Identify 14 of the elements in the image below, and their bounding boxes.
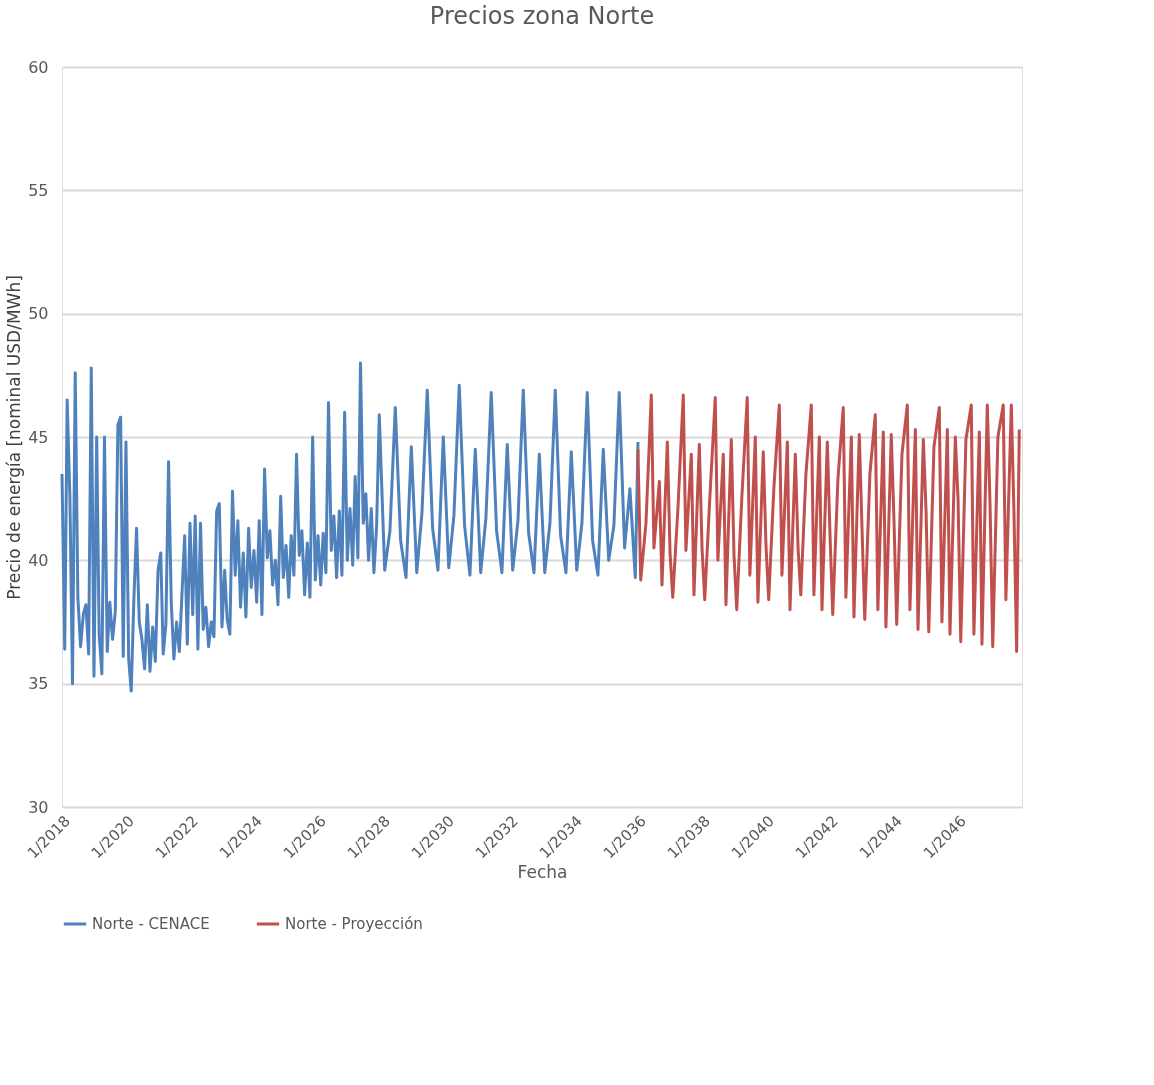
y-axis-title: Precio de energía [nominal USD/MWh] (4, 275, 25, 600)
y-tick-label: 55 (28, 180, 49, 200)
y-tick-label: 40 (28, 550, 49, 570)
y-tick-label: 50 (28, 304, 49, 324)
line-series (636, 393, 1021, 654)
x-axis-title: Fecha (517, 862, 568, 883)
y-tick-label: 30 (28, 797, 49, 817)
y-tick-label: 60 (28, 57, 49, 77)
y-tick-label: 45 (28, 427, 49, 447)
chart-title: Precios zona Norte (429, 2, 655, 30)
legend-label: Norte - CENACE (92, 915, 210, 933)
y-tick-label: 35 (28, 674, 49, 694)
line-series (60, 361, 640, 693)
legend-label: Norte - Proyección (285, 915, 423, 933)
